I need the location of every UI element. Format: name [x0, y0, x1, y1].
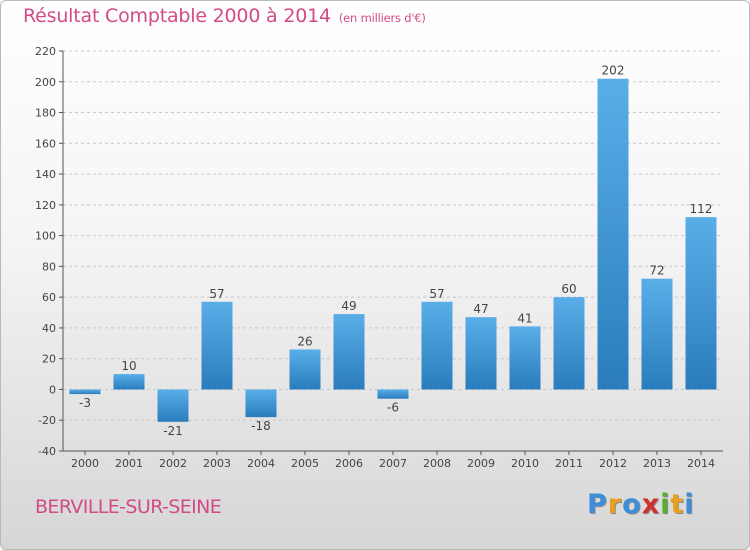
bar-2013 — [641, 278, 673, 390]
bar-2010 — [509, 326, 541, 390]
bar-value-label: 57 — [429, 287, 444, 301]
x-tick-label: 2010 — [511, 457, 539, 470]
bar-2005 — [289, 349, 321, 390]
y-tick-label: 60 — [42, 291, 56, 304]
y-tick-label: 20 — [42, 353, 56, 366]
bar-value-label: 202 — [602, 64, 625, 78]
bar-2003 — [201, 301, 233, 390]
y-tick-label: -20 — [38, 414, 56, 427]
chart-subtitle: (en milliers d'€) — [338, 11, 426, 25]
bar-value-label: 41 — [517, 311, 532, 325]
x-tick-label: 2014 — [687, 457, 715, 470]
bar-value-label: -21 — [163, 424, 183, 438]
bar-value-label: 72 — [649, 264, 664, 278]
bar-2004 — [245, 389, 277, 418]
bar-value-label: 57 — [209, 287, 224, 301]
x-tick-label: 2001 — [115, 457, 143, 470]
proxiti-logo: Proxiti — [587, 489, 695, 520]
bar-2014 — [685, 217, 717, 390]
bar-value-label: -3 — [79, 396, 91, 410]
bar-2000 — [69, 389, 101, 395]
y-tick-label: -40 — [38, 445, 56, 458]
x-tick-label: 2006 — [335, 457, 363, 470]
y-tick-label: 220 — [35, 45, 56, 58]
bar-2007 — [377, 389, 409, 399]
logo-letter: x — [641, 489, 661, 520]
bar-2008 — [421, 301, 453, 390]
bar-value-label: -6 — [387, 401, 399, 415]
commune-name: BERVILLE-SUR-SEINE — [35, 496, 222, 518]
y-tick-label: 0 — [49, 383, 56, 396]
y-tick-label: 120 — [35, 199, 56, 212]
y-tick-label: 100 — [35, 230, 56, 243]
bar-2009 — [465, 317, 497, 390]
bar-value-label: 60 — [561, 282, 576, 296]
bar-value-label: 112 — [690, 202, 713, 216]
x-tick-label: 2004 — [247, 457, 275, 470]
x-tick-label: 2012 — [599, 457, 627, 470]
x-tick-label: 2005 — [291, 457, 319, 470]
y-tick-label: 200 — [35, 76, 56, 89]
bar-value-label: 47 — [473, 302, 488, 316]
bar-2001 — [113, 374, 145, 390]
logo-letter: i — [660, 489, 671, 520]
x-tick-label: 2009 — [467, 457, 495, 470]
bar-2006 — [333, 314, 365, 390]
chart-title-text: Résultat Comptable 2000 à 2014 — [23, 5, 331, 27]
logo-letter: i — [684, 489, 695, 520]
bar-value-label: 10 — [121, 359, 136, 373]
x-tick-label: 2011 — [555, 457, 583, 470]
x-tick-label: 2002 — [159, 457, 187, 470]
y-tick-label: 140 — [35, 168, 56, 181]
y-tick-label: 180 — [35, 107, 56, 120]
chart-title: Résultat Comptable 2000 à 2014 (en millie… — [23, 5, 426, 27]
bar-value-label: 49 — [341, 299, 356, 313]
logo-letter: P — [587, 489, 608, 520]
bar-2002 — [157, 389, 189, 422]
y-tick-label: 160 — [35, 137, 56, 150]
x-tick-label: 2000 — [71, 457, 99, 470]
logo-letter: t — [670, 489, 685, 520]
x-tick-label: 2007 — [379, 457, 407, 470]
x-tick-label: 2013 — [643, 457, 671, 470]
x-tick-label: 2008 — [423, 457, 451, 470]
y-tick-label: 80 — [42, 260, 56, 273]
y-tick-label: 40 — [42, 322, 56, 335]
logo-letter: r — [607, 489, 623, 520]
bar-2011 — [553, 297, 585, 390]
logo-letter: o — [622, 489, 642, 520]
x-tick-label: 2003 — [203, 457, 231, 470]
bar-2012 — [597, 78, 629, 390]
bar-value-label: -18 — [251, 419, 271, 433]
bar-value-label: 26 — [297, 334, 312, 348]
